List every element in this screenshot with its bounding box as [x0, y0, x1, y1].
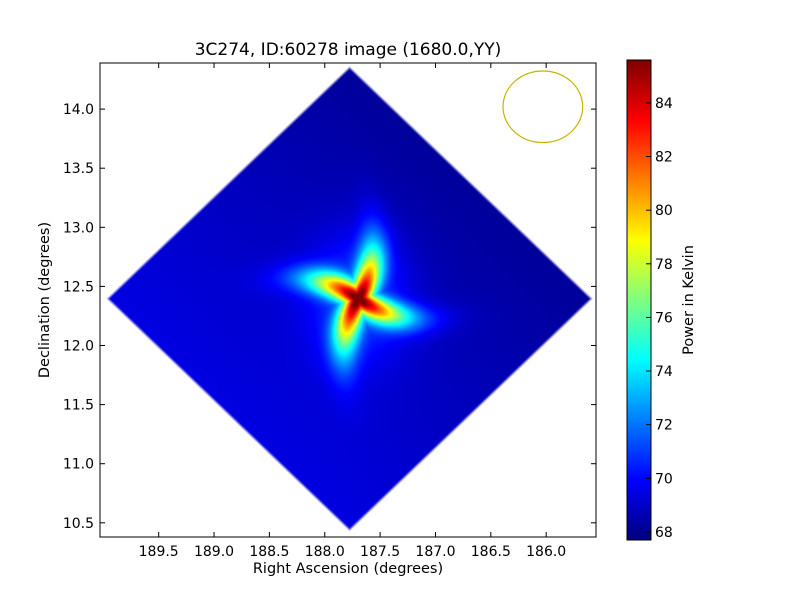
colorbar-tick-label: 78 [655, 257, 673, 273]
y-tick-label: 11.0 [63, 457, 94, 473]
y-tick-label: 14.0 [63, 102, 94, 118]
colorbar-tick-label: 74 [655, 364, 673, 380]
y-tick-label: 12.0 [63, 339, 94, 355]
y-tick-label: 10.5 [63, 516, 94, 532]
y-tick-label: 11.5 [63, 398, 94, 414]
y-tick-label: 13.5 [63, 161, 94, 177]
beam-ellipse [502, 70, 584, 144]
colorbar-tick-label: 76 [655, 310, 673, 326]
colorbar-tick-label: 82 [655, 150, 673, 166]
colorbar-tick-label: 80 [655, 203, 673, 219]
x-axis-label: Right Ascension (degrees) [253, 561, 443, 577]
y-tick-label: 12.5 [63, 279, 94, 295]
x-tick-label: 186.5 [471, 544, 511, 560]
x-tick-label: 189.5 [139, 544, 179, 560]
chart-title: 3C274, ID:60278 image (1680.0,YY) [195, 40, 502, 60]
colorbar-label: Power in Kelvin [681, 245, 697, 355]
colorbar-tick-label: 72 [655, 418, 673, 434]
x-tick-label: 187.0 [415, 544, 455, 560]
y-axis: 10.5 11.0 11.5 12.0 12.5 13.0 13.5 14.0 [63, 102, 596, 532]
x-tick-label: 189.0 [194, 544, 234, 560]
x-tick-label: 187.5 [360, 544, 400, 560]
colorbar-tick-label: 68 [655, 525, 673, 541]
x-tick-label: 188.5 [249, 544, 289, 560]
beam-circle [502, 70, 584, 144]
y-tick-label: 13.0 [63, 220, 94, 236]
colorbar-axis: 68 70 72 74 76 78 80 82 84 [646, 96, 673, 541]
axes-frame [99, 62, 597, 538]
y-axis-label: Declination (degrees) [37, 222, 53, 378]
colorbar-tick-label: 70 [655, 471, 673, 487]
colorbar-gradient [627, 60, 651, 540]
x-axis: 189.5 189.0 188.5 188.0 187.5 187.0 186.5 186.0 [139, 63, 566, 560]
heatmap-image [100, 63, 596, 537]
colorbar-frame [626, 59, 652, 541]
x-tick-label: 188.0 [305, 544, 345, 560]
x-tick-label: 186.0 [526, 544, 566, 560]
colorbar-tick-label: 84 [655, 96, 673, 112]
